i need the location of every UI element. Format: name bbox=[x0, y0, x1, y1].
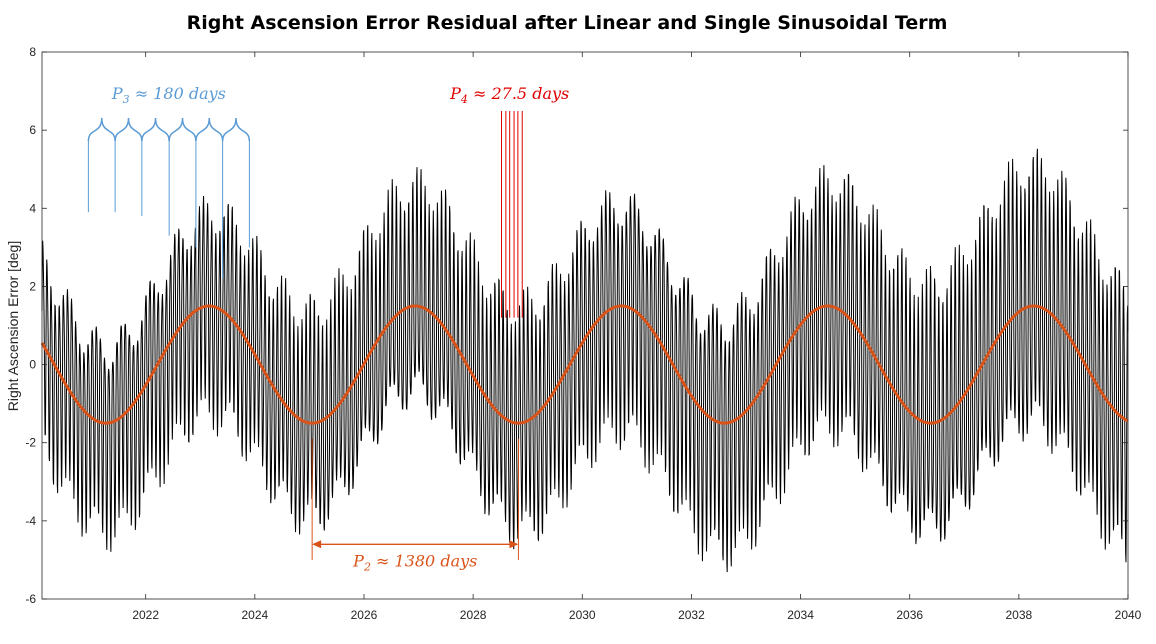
y-tick-label: -6 bbox=[25, 592, 36, 606]
y-tick-label: 6 bbox=[29, 123, 36, 137]
p2-annotation-label: P2 ≈ 1380 days bbox=[352, 551, 477, 573]
p3-brace bbox=[87, 117, 116, 142]
y-tick-label: 0 bbox=[29, 358, 36, 372]
sinusoidal-fit-line bbox=[40, 304, 1129, 425]
x-tick-label: 2030 bbox=[569, 608, 596, 622]
p3-brace bbox=[168, 117, 197, 142]
x-tick-label: 2032 bbox=[678, 608, 705, 622]
y-axis-label: Right Ascension Error [deg] bbox=[5, 241, 21, 411]
p2-arrowhead-left bbox=[312, 540, 322, 549]
y-tick-label: -4 bbox=[25, 514, 36, 528]
x-tick-label: 2040 bbox=[1115, 608, 1142, 622]
y-tick-label: -2 bbox=[25, 436, 36, 450]
axes-box bbox=[41, 51, 1129, 600]
x-tick-label: 2026 bbox=[351, 608, 378, 622]
residual-series-line bbox=[41, 148, 1129, 573]
p3-annotation-label: P3 ≈ 180 days bbox=[111, 84, 226, 106]
x-tick-label: 2036 bbox=[896, 608, 923, 622]
p2-arrowhead-right bbox=[509, 540, 519, 549]
y-tick-label: 4 bbox=[29, 201, 36, 215]
p4-annotation-label: P4 ≈ 27.5 days bbox=[449, 84, 569, 106]
x-tick-label: 2022 bbox=[132, 608, 159, 622]
chart-title: Right Ascension Error Residual after Lin… bbox=[187, 12, 948, 34]
p3-brace bbox=[141, 117, 170, 142]
p3-brace bbox=[221, 117, 251, 142]
p3-brace bbox=[114, 117, 143, 142]
y-tick-label: 8 bbox=[29, 45, 36, 59]
p3-brace bbox=[195, 117, 224, 142]
x-tick-label: 2038 bbox=[1006, 608, 1033, 622]
y-tick-label: 2 bbox=[29, 279, 36, 293]
x-tick-label: 2034 bbox=[787, 608, 814, 622]
plot-layer: -6 -4 -2 0 2 4 6 8 2022 2024 2026 2028 2030 2032 2034 2… bbox=[25, 45, 1141, 622]
x-tick-label: 2024 bbox=[241, 608, 268, 622]
x-tick-label: 2028 bbox=[460, 608, 487, 622]
